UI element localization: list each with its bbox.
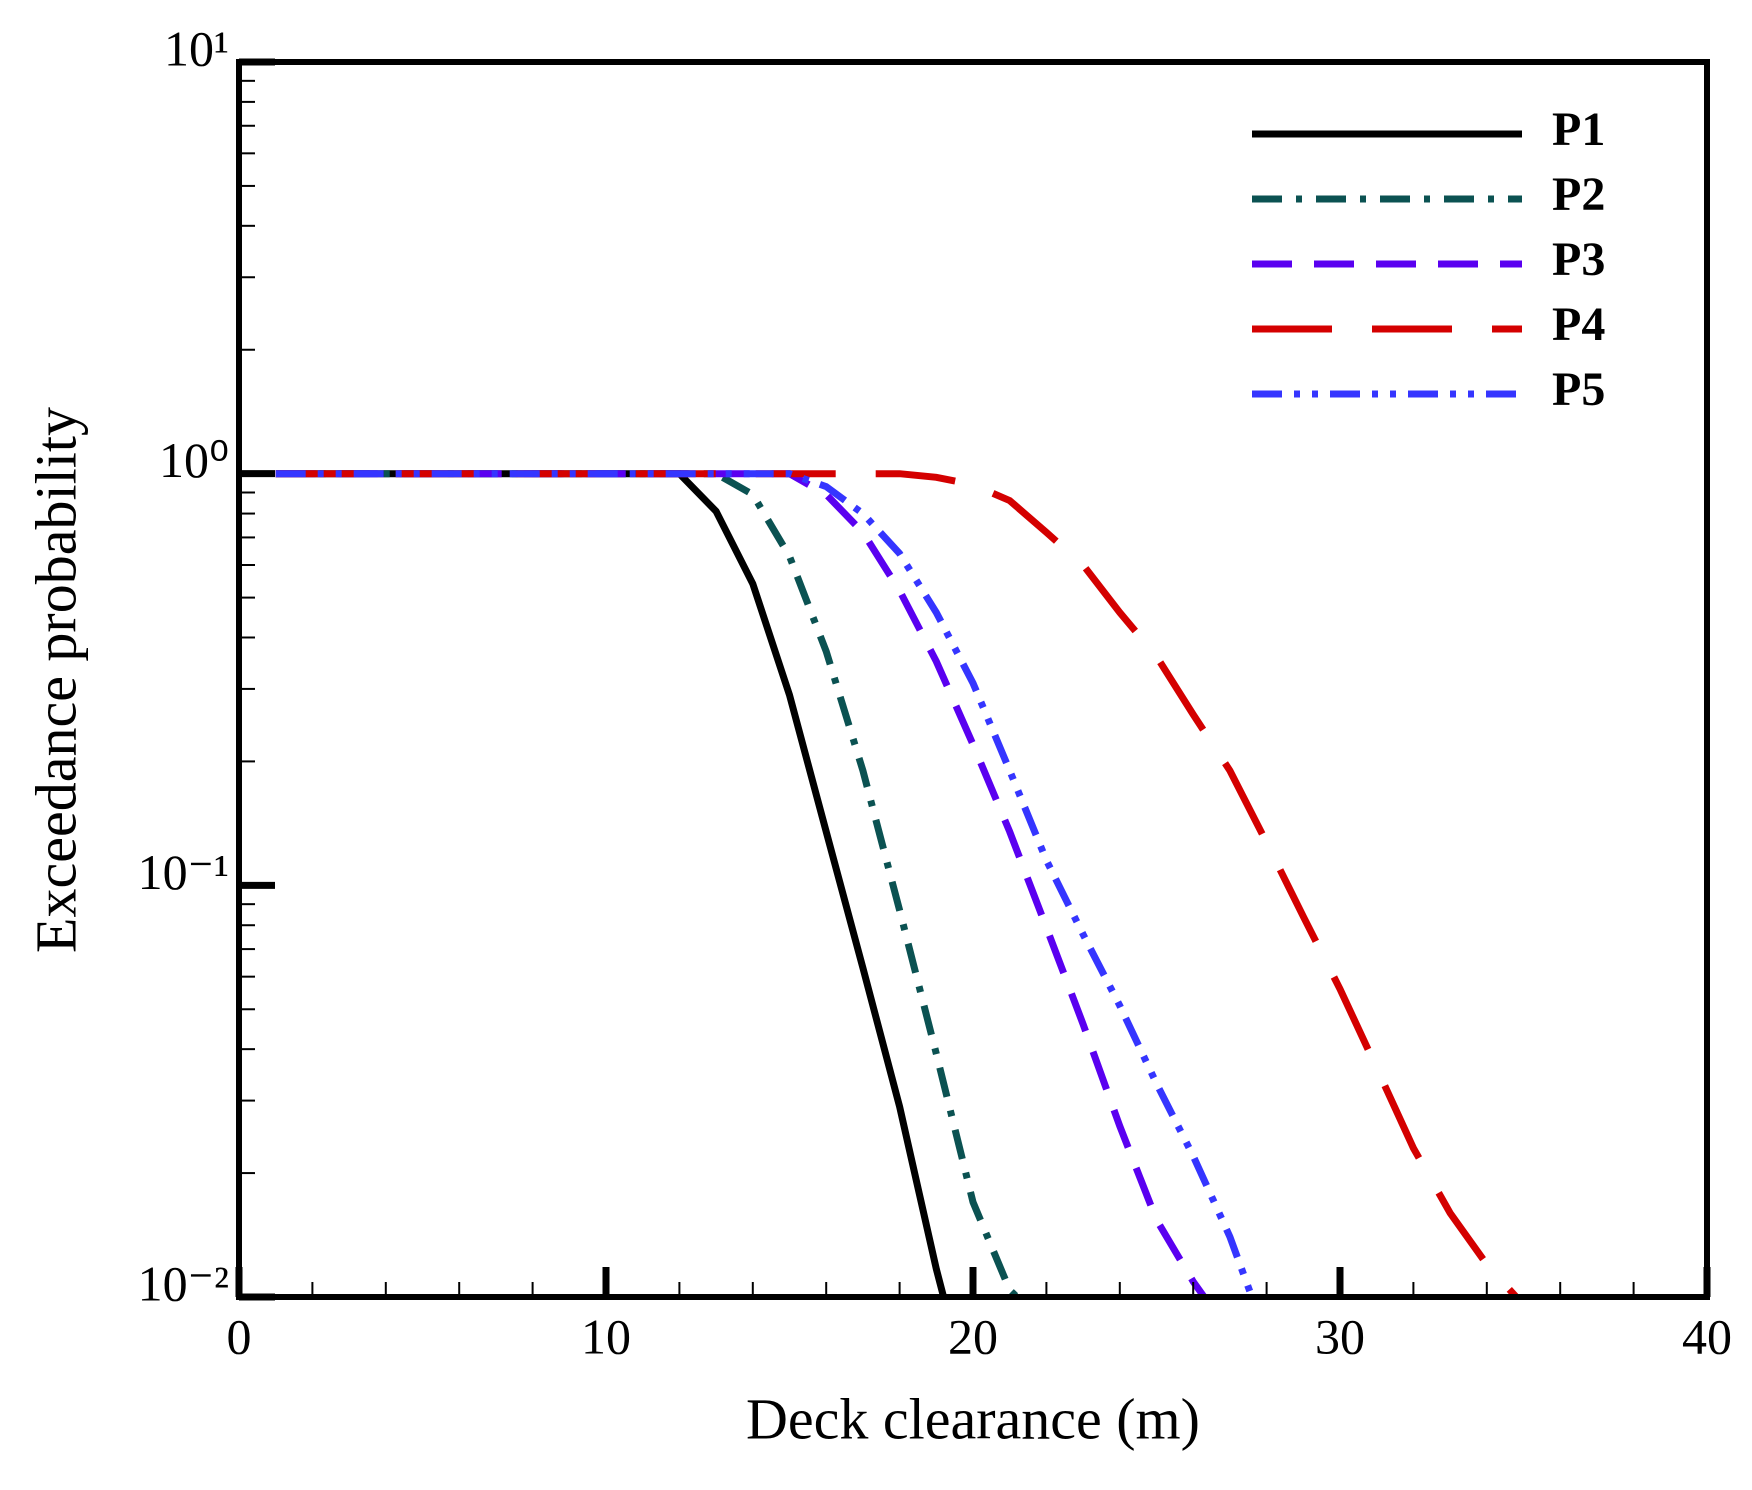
series-line	[275, 470, 1020, 1300]
series-line	[275, 470, 1208, 1300]
x-axis-label: Deck clearance (m)	[746, 1386, 1200, 1451]
y-tick-label: 10¹	[164, 20, 229, 76]
y-tick-label: 10⁰	[159, 432, 229, 488]
y-tick-label: 10⁻²	[138, 1255, 229, 1311]
series-line	[275, 470, 1519, 1300]
legend-label: P4	[1552, 298, 1605, 351]
y-axis-label: Exceedance probability	[23, 407, 88, 953]
series-line	[275, 470, 1256, 1299]
y-tick-label: 10⁻¹	[138, 844, 229, 900]
series-line	[275, 470, 947, 1298]
legend-label: P5	[1552, 363, 1605, 416]
legend-label: P1	[1552, 103, 1605, 156]
x-tick-label: 0	[227, 1308, 252, 1364]
x-tick-label: 30	[1315, 1308, 1365, 1364]
x-tick-label: 10	[581, 1308, 631, 1364]
legend-label: P3	[1552, 233, 1605, 286]
x-tick-label: 40	[1682, 1308, 1732, 1364]
legend-label: P2	[1552, 168, 1605, 221]
x-tick-label: 20	[948, 1308, 998, 1364]
